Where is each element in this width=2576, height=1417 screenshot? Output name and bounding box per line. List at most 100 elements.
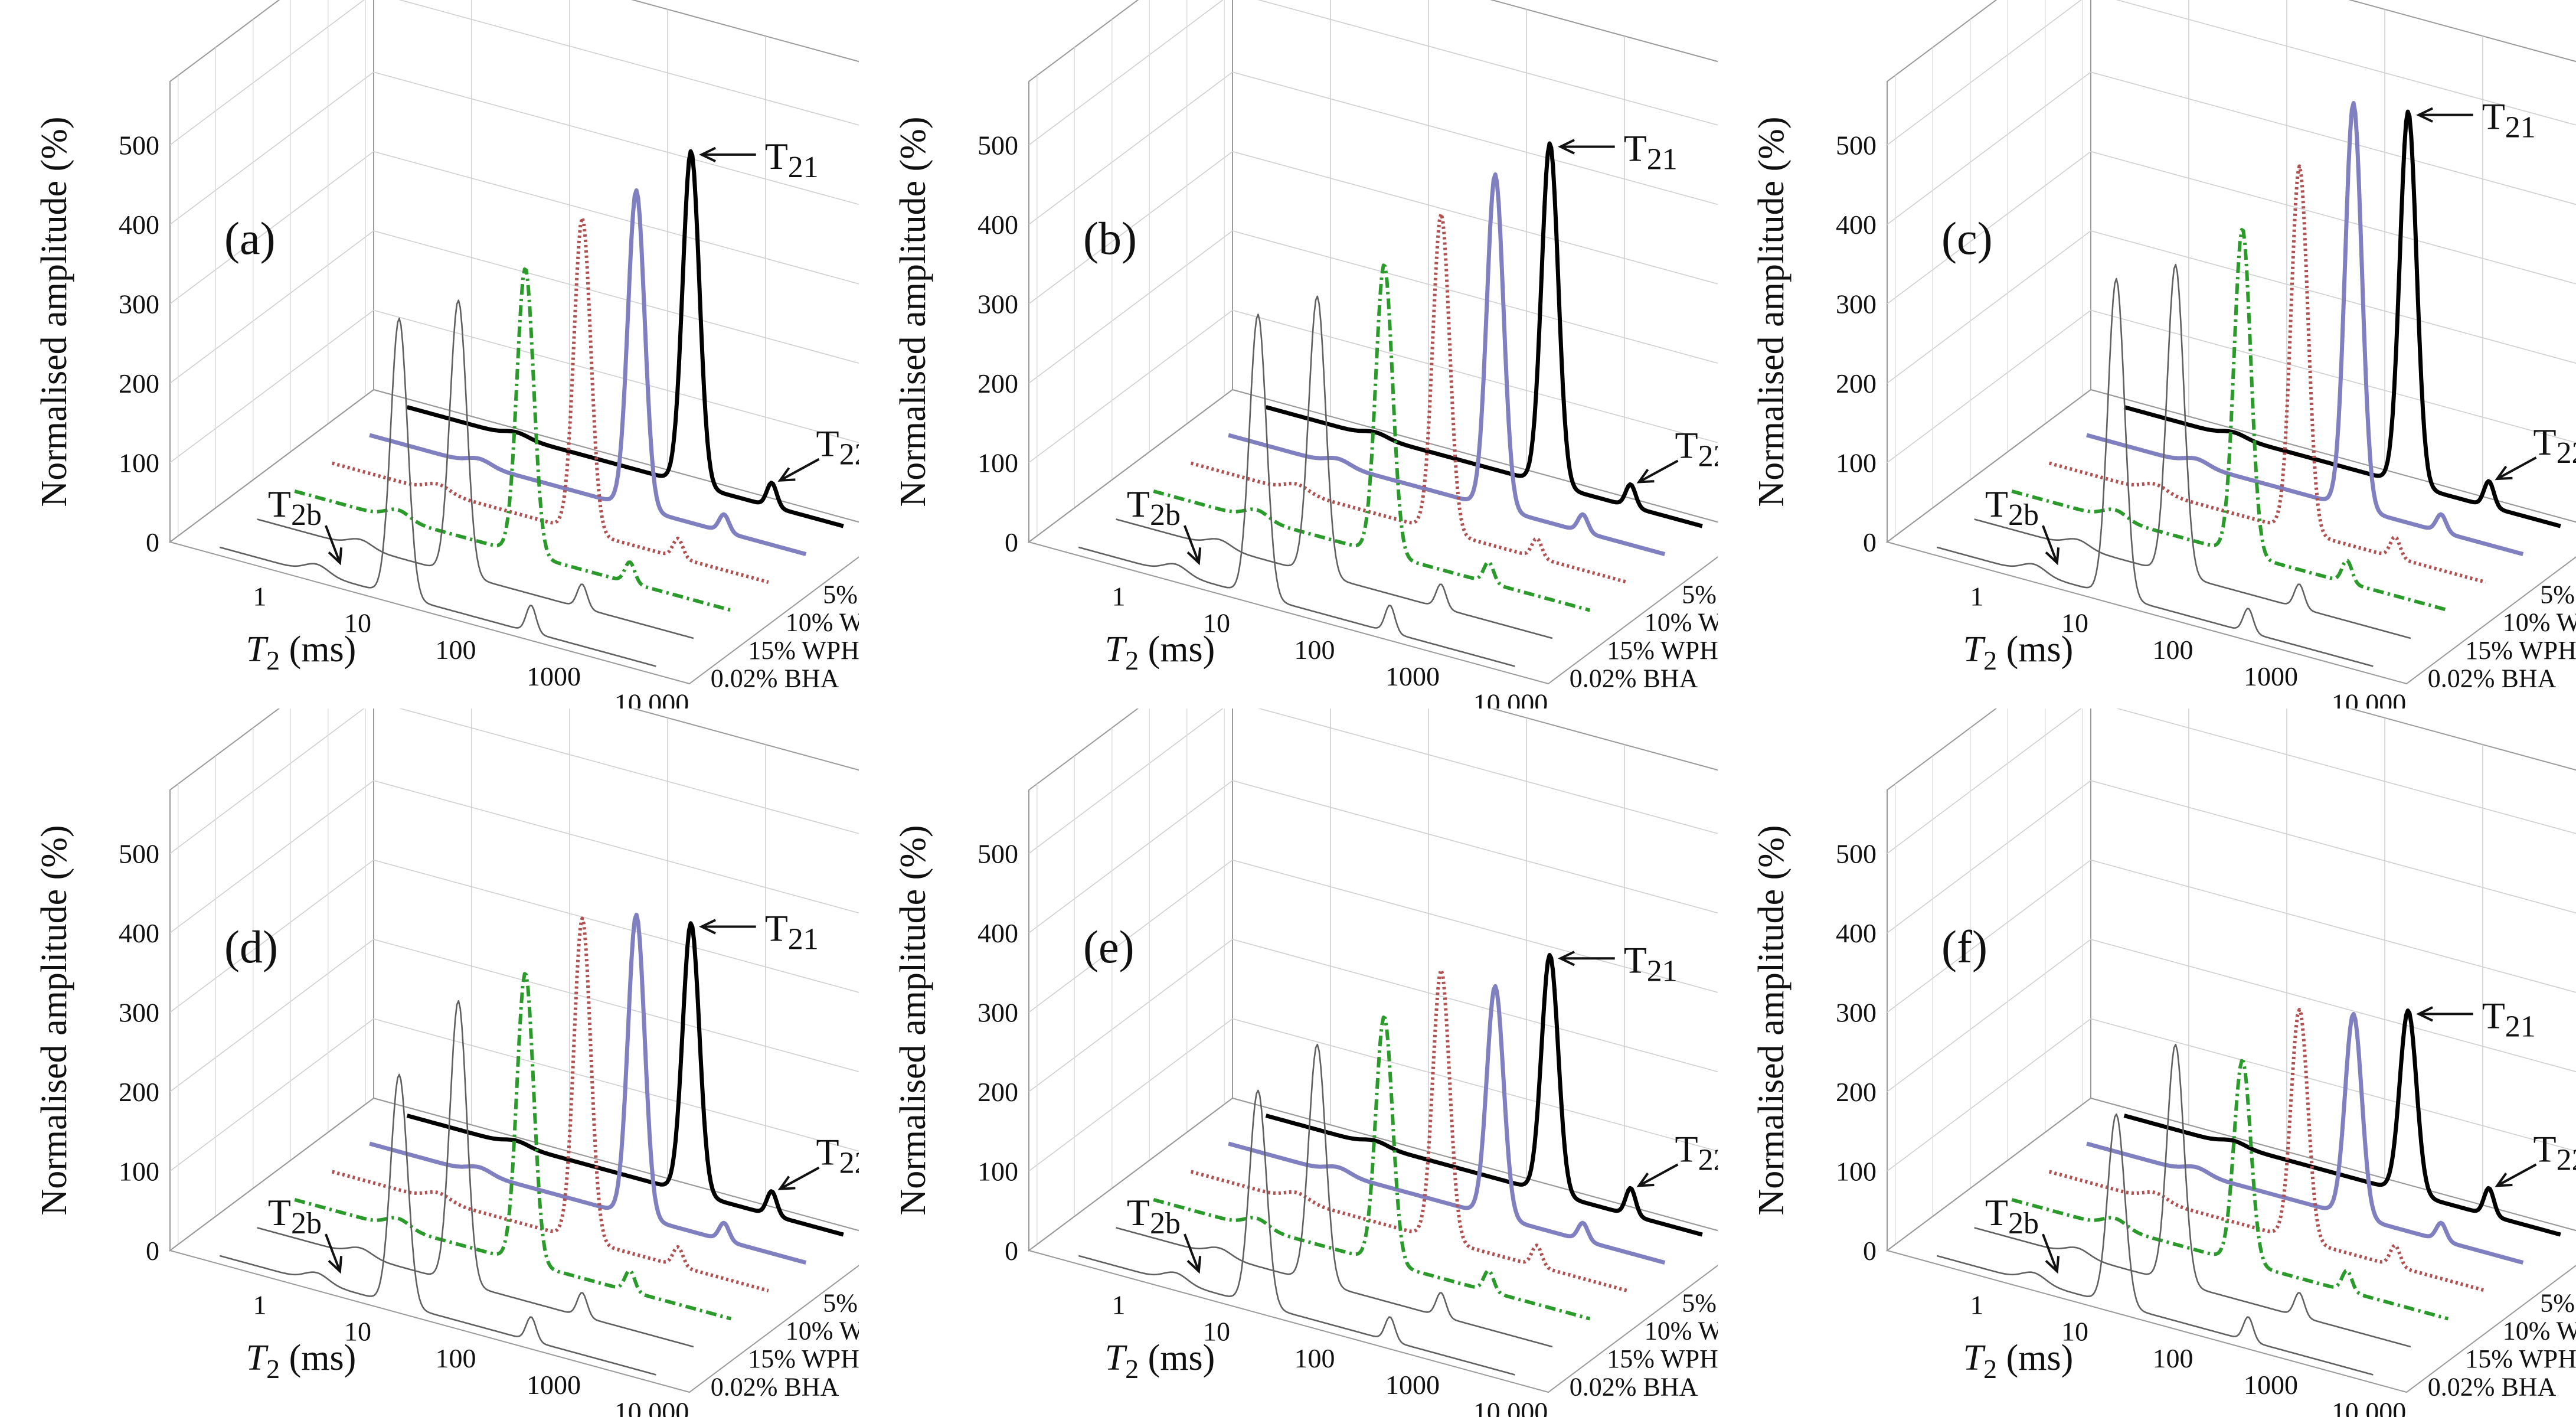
arrow-T2b-shaft xyxy=(325,525,341,563)
arrow-T2b xyxy=(2042,525,2060,566)
arrow-T22 xyxy=(1636,1163,1679,1187)
arrow-T22-head xyxy=(2495,1173,2513,1187)
arrow-T2b-shaft xyxy=(2042,1233,2058,1272)
grid-line-y-3 xyxy=(1028,151,1718,305)
grid-line-y-5 xyxy=(1887,708,2576,854)
x-axis-label-subscript: 2 xyxy=(1983,1354,1997,1384)
arrow-T2b xyxy=(325,525,343,566)
annotation-T2b-main: T xyxy=(1127,483,1150,525)
gridlines xyxy=(1887,708,2576,1245)
arrow-T21 xyxy=(2416,1006,2473,1022)
series-line-0 xyxy=(2123,1008,2561,1237)
arrow-T22-shaft xyxy=(1638,459,1679,484)
series-label-2: 5% WPH xyxy=(2540,1288,2576,1317)
y-axis-label: Normalised amplitude (%) xyxy=(893,825,933,1215)
panel-label: (a) xyxy=(224,213,276,264)
arrow-T21 xyxy=(699,919,756,935)
x-tick-label-1: 10 xyxy=(1203,1317,1230,1347)
y-tick-label-4: 400 xyxy=(1836,918,1877,948)
gridlines xyxy=(1028,0,1718,536)
x-axis-label: T2 (ms) xyxy=(1105,629,1215,675)
annotation-T22-main: T xyxy=(816,423,839,465)
arrow-T22-head xyxy=(2495,465,2513,481)
grid-line-y-1 xyxy=(1887,309,2576,463)
x-tick-label-2: 100 xyxy=(2153,1343,2193,1373)
gridlines xyxy=(1028,708,1718,1245)
gridlines xyxy=(169,0,859,536)
y-tick-label-5: 500 xyxy=(119,839,159,869)
series-label-2: 5% WPH xyxy=(2540,580,2576,609)
series-label-4: 15% WPH xyxy=(2465,636,2576,665)
x-tick-label-2: 100 xyxy=(1294,1343,1335,1373)
gridlines xyxy=(1887,0,2576,536)
x-axis-label-unit: (ms) xyxy=(280,629,356,670)
annotation-T21-main: T xyxy=(2482,96,2505,138)
grid-line-y-3 xyxy=(169,859,859,1013)
x-axis-label: T2 (ms) xyxy=(246,629,357,675)
grid-line-y-1 xyxy=(1028,1018,1718,1172)
series-line-2 xyxy=(1190,212,1628,584)
annotation-T2b-main: T xyxy=(1985,1191,2008,1233)
x-tick-label-3: 1000 xyxy=(1385,1370,1440,1400)
arrow-T22 xyxy=(2495,456,2537,481)
annotation-T2b-main: T xyxy=(1127,1191,1150,1233)
annotation-T21-sub: 21 xyxy=(2505,1010,2536,1043)
annotation-T22-main: T xyxy=(1675,1128,1698,1170)
y-tick-label-1: 100 xyxy=(978,448,1018,478)
y-tick-label-5: 500 xyxy=(978,839,1018,869)
annotation-T21-sub: 21 xyxy=(788,151,819,184)
series-line-0 xyxy=(406,921,844,1237)
left-wall xyxy=(169,708,374,1252)
chart-panel-e: 0100200300400500110100100010,000Control1… xyxy=(893,708,1718,1417)
x-tick-label-2: 100 xyxy=(1294,635,1335,665)
arrow-T22-shaft xyxy=(779,1166,820,1190)
series-label-5: 0.02% BHA xyxy=(711,664,839,693)
grid-line-y-5 xyxy=(1887,0,2576,146)
chart-panel-a: 0100200300400500110100100010,000Control1… xyxy=(34,0,859,708)
arrow-T21-head xyxy=(1558,951,1575,967)
x-tick-label-4: 10,000 xyxy=(614,688,689,708)
annotation-T22-sub: 22 xyxy=(1698,1143,1718,1177)
annotation-T22: T22 xyxy=(816,423,859,472)
annotation-T22: T22 xyxy=(816,1131,859,1180)
arrow-T22 xyxy=(1636,459,1679,484)
annotation-T22: T22 xyxy=(1675,424,1718,473)
arrow-T22-head xyxy=(777,467,796,482)
series-label-2: 5% WPH xyxy=(823,1288,859,1317)
x-tick-label-2: 100 xyxy=(2153,635,2193,665)
y-tick-label-4: 400 xyxy=(978,210,1018,240)
chart-panel-f: 0100200300400500110100100010,000Control1… xyxy=(1751,708,2576,1417)
left-wall xyxy=(1028,0,1233,543)
grid-line-y-1 xyxy=(169,1018,859,1172)
x-axis-label-subscript: 2 xyxy=(266,1354,280,1384)
annotation-T2b-sub: 2b xyxy=(2008,498,2039,532)
grid-line-y-3 xyxy=(1887,151,2576,305)
x-axis-label: T2 (ms) xyxy=(246,1338,357,1384)
series-line-3 xyxy=(2011,228,2449,612)
y-axis-label: Normalised amplitude (%) xyxy=(1751,825,1792,1215)
y-tick-label-5: 500 xyxy=(1836,130,1877,161)
x-tick-label-1: 10 xyxy=(2061,1317,2088,1347)
y-tick-label-3: 300 xyxy=(978,998,1018,1028)
annotation-T2b: T2b xyxy=(1127,1191,1181,1240)
x-axis-label-symbol: T xyxy=(1105,629,1128,670)
arrow-T2b-head xyxy=(1186,547,1202,566)
arrow-T2b xyxy=(1184,525,1202,566)
arrow-T22 xyxy=(2495,1163,2537,1187)
y-tick-label-1: 100 xyxy=(119,1157,159,1187)
x-axis-label-symbol: T xyxy=(1963,1338,1986,1378)
annotation-T22: T22 xyxy=(2533,1128,2576,1177)
y-axis-label: Normalised amplitude (%) xyxy=(893,116,933,507)
grid-line-y-2 xyxy=(1887,230,2576,384)
x-axis-label-subscript: 2 xyxy=(1125,1354,1139,1384)
x-tick-label-0: 1 xyxy=(1112,581,1126,611)
y-tick-label-3: 300 xyxy=(119,998,159,1028)
grid-line-y-4 xyxy=(1028,71,1718,225)
x-tick-label-3: 1000 xyxy=(1385,661,1440,691)
series-line-0 xyxy=(1265,141,1703,528)
y-tick-label-4: 400 xyxy=(1836,210,1877,240)
annotation-T2b: T2b xyxy=(1127,483,1181,532)
series-label-3: 10% WPH xyxy=(786,1317,859,1346)
series-label-3: 10% WPH xyxy=(1645,1317,1718,1346)
x-tick-label-0: 1 xyxy=(1970,581,1984,611)
